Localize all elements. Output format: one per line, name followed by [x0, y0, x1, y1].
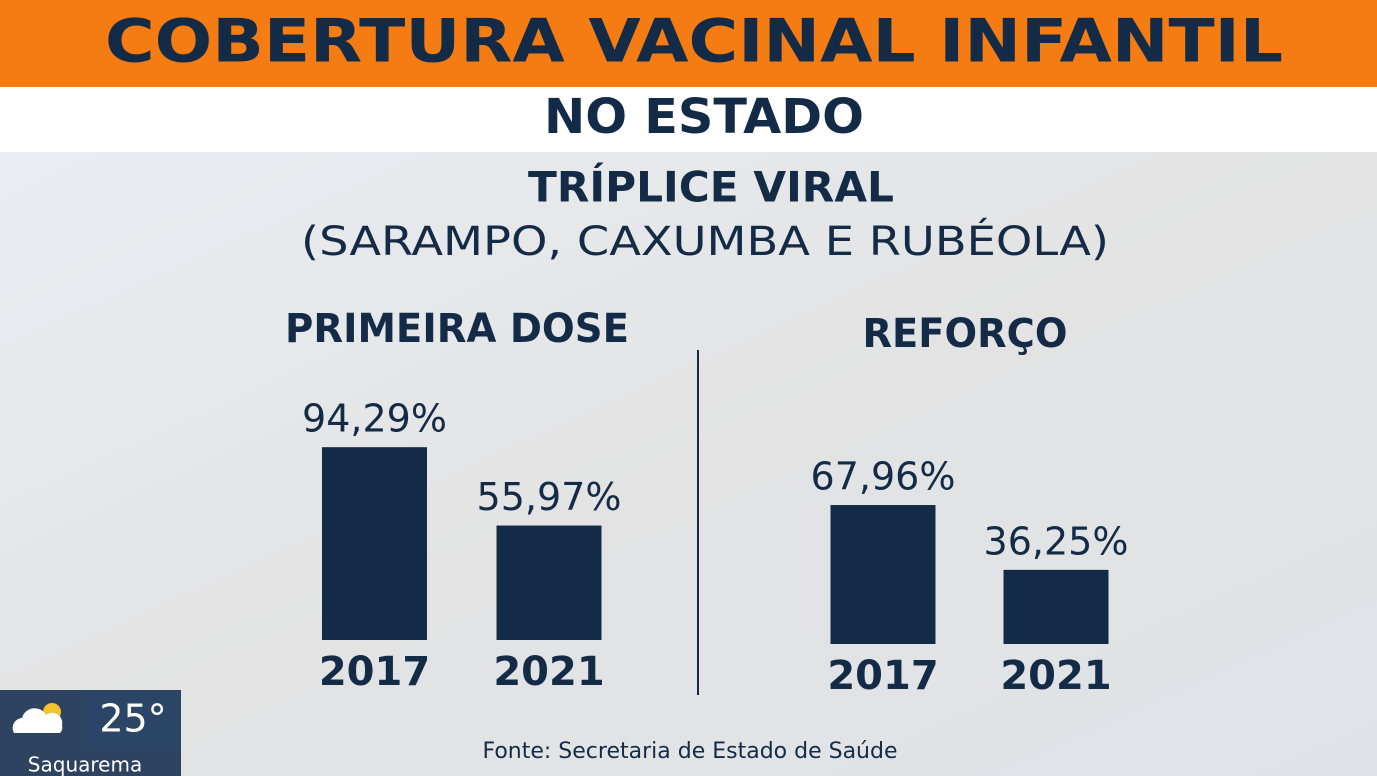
category-label: 2021: [1000, 653, 1111, 699]
background: [0, 152, 1377, 776]
bar: [830, 505, 936, 644]
city: Saquarema: [28, 753, 142, 776]
subheader-bar: [0, 87, 1377, 152]
source: Fonte: Secretaria de Estado de Saúde: [482, 739, 897, 764]
value-label: 94,29%: [302, 397, 447, 441]
chart-title: REFORÇO: [863, 311, 1068, 357]
cloud-icon: [12, 708, 63, 733]
weather-widget: 25° Saquarema: [0, 690, 181, 776]
value-label: 67,96%: [811, 455, 956, 499]
category-label: 2021: [493, 649, 604, 695]
bar: [496, 525, 602, 640]
header-bar: [0, 0, 1377, 87]
temperature: 25°: [99, 697, 166, 741]
header-subtitle: NO ESTADO: [544, 89, 864, 145]
chart-title: PRIMEIRA DOSE: [285, 306, 629, 352]
topic-subtitle: (SARAMPO, CAXUMBA E RUBÉOLA): [301, 217, 1109, 265]
value-label: 36,25%: [984, 519, 1129, 563]
header-title: COBERTURA VACINAL INFANTIL: [105, 7, 1283, 77]
category-label: 2017: [319, 649, 430, 695]
category-label: 2017: [827, 653, 938, 699]
bar: [1003, 569, 1109, 644]
topic-title: TRÍPLICE VIRAL: [528, 162, 894, 212]
weather-temp-box: [85, 690, 181, 750]
value-label: 55,97%: [477, 475, 622, 519]
bar: [322, 447, 427, 640]
